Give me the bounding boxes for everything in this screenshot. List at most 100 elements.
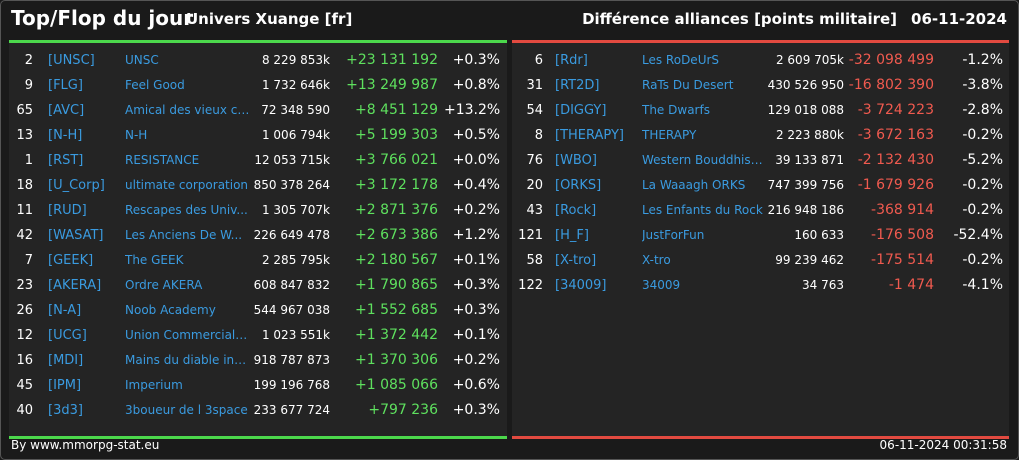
alliance-name-link[interactable]: RESISTANCE	[125, 153, 200, 167]
alliance-name-link[interactable]: Feel Good	[125, 78, 185, 92]
alliance-name-link[interactable]: N-H	[125, 128, 148, 142]
alliance-rank: 54	[526, 103, 543, 118]
top-row: 12 [UCG] Union Commerciale... 1 023 551k +1 …	[9, 323, 507, 348]
alliance-points: 34 763	[802, 278, 844, 292]
alliance-name-link[interactable]: La Waaagh ORKS	[642, 178, 746, 192]
alliance-tag-link[interactable]: [3d3]	[48, 403, 83, 418]
alliance-name-link[interactable]: UNSC	[125, 53, 159, 67]
alliance-rank: 43	[526, 203, 543, 218]
alliance-tag-link[interactable]: [WASAT]	[48, 228, 104, 243]
alliance-tag-link[interactable]: [RUD]	[48, 203, 87, 218]
alliance-tag-link[interactable]: [AVC]	[48, 103, 85, 118]
alliance-name-link[interactable]: Mains du diable inco...	[125, 353, 251, 367]
alliance-name-link[interactable]: Noob Academy	[125, 303, 216, 317]
alliance-points: 1 023 551k	[261, 328, 330, 342]
points-difference: +3 172 178	[355, 177, 438, 193]
points-difference: -176 508	[871, 227, 934, 243]
alliance-tag-link[interactable]: [Rock]	[555, 203, 597, 218]
flop-row: 20 [ORKS] La Waaagh ORKS 747 399 756 -1 679 …	[512, 173, 1009, 198]
percent-change: +0.3%	[452, 52, 500, 68]
percent-change: -0.2%	[962, 252, 1003, 268]
alliance-tag-link[interactable]: [IPM]	[48, 378, 82, 393]
alliance-rank: 31	[526, 78, 543, 93]
top-row: 65 [AVC] Amical des vieux co... 72 348 590 +…	[9, 98, 507, 123]
alliance-name-link[interactable]: The Dwarfs	[642, 103, 710, 117]
alliance-name-link[interactable]: Rescapes des Univ...	[125, 203, 248, 217]
flop-row: 76 [WBO] Western Bouddhist ... 39 133 871 -2…	[512, 148, 1009, 173]
alliance-tag-link[interactable]: [WBO]	[555, 153, 597, 168]
universe-label: Univers Xuange [fr]	[186, 10, 353, 28]
top-row: 2 [UNSC] UNSC 8 229 853k +23 131 192 +0.3%	[9, 48, 507, 73]
points-difference: -1 474	[888, 277, 934, 293]
alliance-name-link[interactable]: JustForFun	[642, 228, 705, 242]
alliance-name-link[interactable]: THERAPY	[642, 128, 697, 142]
percent-change: +0.2%	[452, 352, 500, 368]
alliance-name-link[interactable]: Les Anciens De W...	[125, 228, 243, 242]
points-difference: +1 552 685	[355, 302, 438, 318]
alliance-tag-link[interactable]: [N-A]	[48, 303, 82, 318]
alliance-name-link[interactable]: Ordre AKERA	[125, 278, 203, 292]
top-row: 23 [AKERA] Ordre AKERA 608 847 832 +1 790 86…	[9, 273, 507, 298]
alliance-tag-link[interactable]: [Rdr]	[555, 53, 588, 68]
alliance-name-link[interactable]: Les Enfants du Rock	[642, 203, 763, 217]
alliance-name-link[interactable]: Western Bouddhist ...	[642, 153, 764, 167]
alliance-name-link[interactable]: RaTs Du Desert	[642, 78, 734, 92]
points-difference: +2 180 567	[355, 252, 438, 268]
header-date: 06-11-2024	[911, 10, 1007, 28]
alliance-tag-link[interactable]: [X-tro]	[555, 253, 597, 268]
percent-change: -0.2%	[962, 127, 1003, 143]
alliance-name-link[interactable]: Les RoDeUrS	[642, 53, 720, 67]
alliance-tag-link[interactable]: [DIGGY]	[555, 103, 607, 118]
alliance-tag-link[interactable]: [UNSC]	[48, 53, 95, 68]
alliance-points: 1 006 794k	[261, 128, 330, 142]
alliance-name-link[interactable]: ultimate corporation	[125, 178, 249, 192]
percent-change: -0.2%	[962, 202, 1003, 218]
alliance-name-link[interactable]: Amical des vieux co...	[125, 103, 251, 117]
alliance-rank: 40	[16, 403, 33, 418]
page-title: Top/Flop du jour	[11, 6, 194, 30]
points-difference: -175 514	[871, 252, 934, 268]
alliance-name-link[interactable]: The GEEK	[125, 253, 184, 267]
alliance-tag-link[interactable]: [GEEK]	[48, 253, 94, 268]
percent-change: -1.2%	[962, 52, 1003, 68]
points-difference: +2 871 376	[355, 202, 438, 218]
flop-panel: 6 [Rdr] Les RoDeUrS 2 609 705k -32 098 499 -1…	[512, 40, 1009, 439]
alliance-name-link[interactable]: Imperium	[125, 378, 183, 392]
alliance-points: 430 526 950	[767, 78, 844, 92]
alliance-tag-link[interactable]: [N-H]	[48, 128, 83, 143]
percent-change: +13.2%	[444, 102, 501, 118]
alliance-points: 199 196 768	[253, 378, 330, 392]
alliance-name-link[interactable]: X-tro	[642, 253, 671, 267]
alliance-tag-link[interactable]: [UCG]	[48, 328, 87, 343]
points-difference: +5 199 303	[355, 127, 438, 143]
site-credit-link[interactable]: By www.mmorpg-stat.eu	[11, 438, 160, 452]
alliance-rank: 76	[526, 153, 543, 168]
alliance-tag-link[interactable]: [THERAPY]	[555, 128, 624, 143]
alliance-points: 233 677 724	[253, 403, 330, 417]
alliance-rank: 58	[526, 253, 543, 268]
alliance-tag-link[interactable]: [H_F]	[555, 228, 589, 243]
alliance-points: 918 787 873	[253, 353, 330, 367]
alliance-rank: 2	[24, 53, 33, 68]
alliance-tag-link[interactable]: [34009]	[555, 278, 607, 293]
flop-row: 122 [34009] 34009 34 763 -1 474 -4.1%	[512, 273, 1009, 298]
alliance-tag-link[interactable]: [RST]	[48, 153, 84, 168]
top-row: 18 [U_Corp] ultimate corporation 850 378 26…	[9, 173, 507, 198]
alliance-points: 8 229 853k	[261, 53, 330, 67]
top-row: 11 [RUD] Rescapes des Univ... 1 305 707k +2 …	[9, 198, 507, 223]
alliance-name-link[interactable]: 34009	[642, 278, 681, 292]
alliance-rank: 9	[24, 78, 33, 93]
alliance-tag-link[interactable]: [MDI]	[48, 353, 84, 368]
points-difference: +1 085 066	[355, 377, 438, 393]
alliance-tag-link[interactable]: [ORKS]	[555, 178, 602, 193]
alliance-tag-link[interactable]: [AKERA]	[48, 278, 102, 293]
alliance-tag-link[interactable]: [RT2D]	[555, 78, 600, 93]
flop-row: 54 [DIGGY] The Dwarfs 129 018 088 -3 724 223…	[512, 98, 1009, 123]
flop-row: 8 [THERAPY] THERAPY 2 223 880k -3 672 163 -0.…	[512, 123, 1009, 148]
alliance-name-link[interactable]: Union Commerciale...	[125, 328, 251, 342]
alliance-name-link[interactable]: 3boueur de l 3space	[125, 403, 248, 417]
percent-change: -0.2%	[962, 177, 1003, 193]
alliance-tag-link[interactable]: [U_Corp]	[48, 178, 105, 193]
alliance-tag-link[interactable]: [FLG]	[48, 78, 83, 93]
flop-row: 58 [X-tro] X-tro 99 239 462 -175 514 -0.2%	[512, 248, 1009, 273]
